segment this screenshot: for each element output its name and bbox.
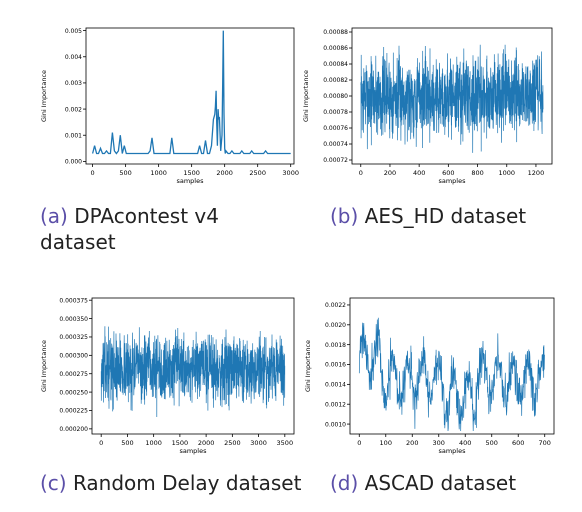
y-tick-label-d: 0.0016 [325,362,346,369]
y-tick-label-b: 0.00074 [323,141,348,148]
y-tick-label-d: 0.0022 [325,302,346,309]
x-tick-label-d: 600 [512,439,524,447]
series-line-d [358,317,545,432]
x-tick-label-b: 200 [384,169,396,177]
y-tick-label-c: 0.000275 [59,371,88,378]
x-axis-label-a: samples [176,177,204,185]
chart-panel-c: 0 500 1000 1500 2000 2500 3000 3500 0.000200 0.00… [40,292,300,462]
y-tick-label-d: 0.0014 [325,382,346,389]
x-tick-label-d: 500 [486,439,498,447]
series-line-a [91,30,291,155]
x-tick-label-b: 0 [359,169,363,177]
y-tick-label-a: 0.002 [65,106,82,113]
chart-panel-d: 0 100 200 300 400 500 600 700 0.0010 0.0012 0.0014… [304,292,560,462]
x-tick-label-c: 3500 [277,439,294,447]
caption-a: (a) DPAcontest v4 dataset [40,203,300,255]
y-tick-label-b: 0.00080 [323,93,348,100]
x-tick-label-a: 1500 [183,169,200,177]
y-tick-label-b: 0.00082 [323,77,348,84]
series-line-b [360,44,544,153]
caption-d: (d) ASCAD dataset [330,470,570,496]
x-tick-label-c: 1000 [145,439,162,447]
x-tick-label-a: 500 [119,169,131,177]
y-tick-label-b: 0.00088 [323,29,348,36]
y-tick-label-b: 0.00076 [323,125,348,132]
y-tick-label-d: 0.0010 [325,421,346,428]
y-tick-label-c: 0.000375 [59,297,88,304]
caption-b-text: AES_HD dataset [364,204,527,228]
chart-panel-b: 0 200 400 600 800 1000 1200 0.00072 0.00074 0.000… [302,22,558,192]
chart-d-svg: 0 100 200 300 400 500 600 700 0.0010 0.0012 0.0014… [304,297,555,455]
chart-c-svg: 0 500 1000 1500 2000 2500 3000 3500 0.000200 0.00… [40,297,295,455]
x-tick-label-a: 3000 [282,169,299,177]
y-tick-label-a: 0.003 [65,80,82,87]
series-line-c [100,326,286,418]
y-tick-label-c: 0.000325 [59,334,88,341]
y-tick-label-c: 0.000225 [59,408,88,415]
x-tick-label-b: 800 [471,169,483,177]
x-tick-label-b: 400 [413,169,425,177]
x-tick-label-a: 2500 [249,169,266,177]
caption-d-text: ASCAD dataset [364,471,517,495]
y-axis-label-c: Gini Importance [40,340,48,392]
x-tick-label-d: 700 [539,439,551,447]
x-tick-label-c: 1500 [172,439,189,447]
y-tick-label-c: 0.000300 [59,353,88,360]
plot-frame-c [91,297,295,435]
y-tick-label-b: 0.00078 [323,109,348,116]
x-tick-label-c: 2500 [224,439,241,447]
x-axis-label-c: samples [179,447,207,455]
y-tick-label-a: 0.005 [65,28,82,35]
y-axis-label-a: Gini Importance [40,70,48,122]
y-tick-label-a: 0.001 [65,132,82,139]
x-axis-label-b: samples [438,177,466,185]
x-tick-label-c: 500 [121,439,133,447]
x-tick-label-d: 0 [357,439,361,447]
y-tick-label-c: 0.000200 [59,426,88,433]
chart-a-svg: 0 500 1000 1500 2000 2500 3000 0.000 0.001 0.002 0… [40,27,299,185]
x-tick-label-a: 0 [91,169,95,177]
x-tick-label-a: 1000 [150,169,167,177]
plot-frame-d [349,297,555,435]
x-tick-label-c: 0 [99,439,103,447]
y-tick-label-b: 0.00072 [323,157,348,164]
y-tick-label-d: 0.0012 [325,401,346,408]
caption-a-label: (a) [40,204,68,228]
y-axis-label-b: Gini Importance [302,70,310,122]
x-tick-label-b: 600 [442,169,454,177]
caption-c: (c) Random Delay dataset [40,470,320,496]
y-tick-label-b: 0.00084 [323,61,348,68]
chart-panel-a: 0 500 1000 1500 2000 2500 3000 0.000 0.001 0.002 0… [40,22,300,192]
x-tick-label-d: 400 [459,439,471,447]
caption-d-label: (d) [330,471,359,495]
x-tick-label-d: 300 [433,439,445,447]
y-axis-label-d: Gini Importance [304,340,312,392]
y-tick-label-d: 0.0018 [325,342,346,349]
y-tick-label-a: 0.000 [65,159,82,166]
y-tick-label-c: 0.000350 [59,316,88,323]
chart-b-svg: 0 200 400 600 800 1000 1200 0.00072 0.00074 0.000… [302,27,553,185]
caption-a-text: DPAcontest v4 dataset [40,204,219,254]
y-tick-label-b: 0.00086 [323,45,348,52]
x-tick-label-d: 200 [406,439,418,447]
caption-c-label: (c) [40,471,67,495]
x-tick-label-d: 100 [380,439,392,447]
caption-c-text: Random Delay dataset [72,471,302,495]
x-axis-label-d: samples [438,447,466,455]
x-tick-label-b: 1000 [498,169,515,177]
x-tick-label-c: 2000 [198,439,215,447]
x-tick-label-b: 1200 [528,169,545,177]
x-tick-label-a: 2000 [216,169,233,177]
plot-frame-a [85,27,295,165]
caption-b: (b) AES_HD dataset [330,203,570,229]
y-tick-label-c: 0.000250 [59,389,88,396]
y-tick-label-a: 0.004 [65,54,82,61]
caption-b-label: (b) [330,204,359,228]
y-tick-label-d: 0.0020 [325,322,346,329]
x-tick-label-c: 3000 [250,439,267,447]
